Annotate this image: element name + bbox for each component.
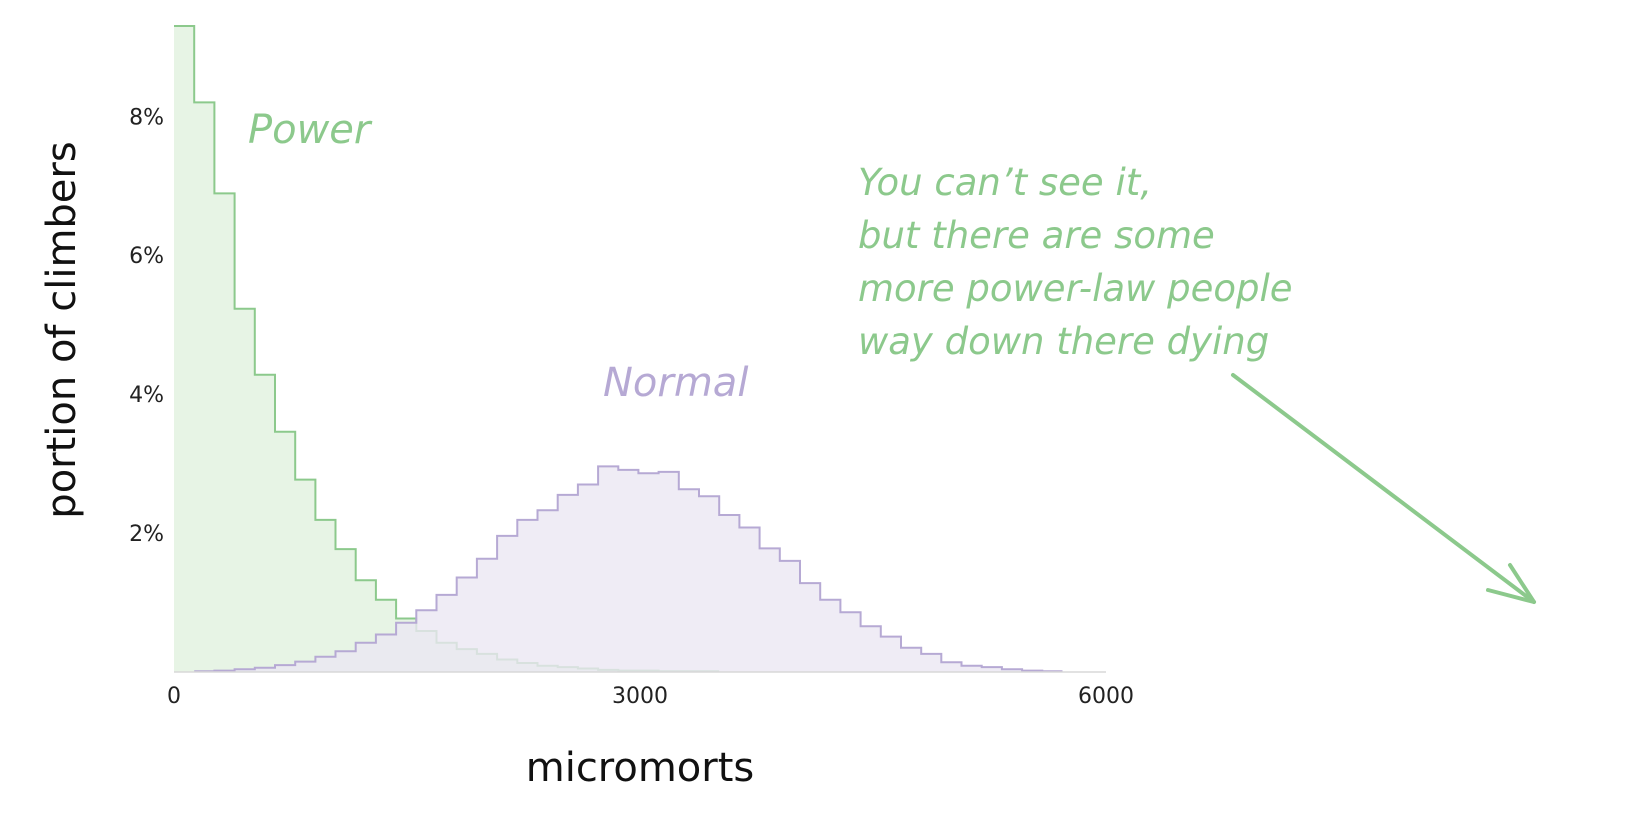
y-tick-label: 8% (129, 105, 164, 130)
plot-area: 0 3000 6000 2% 4% 6% 8% (129, 25, 1134, 709)
series-label-power: Power (248, 107, 373, 153)
annotation-line: You can’t see it, (858, 161, 1152, 204)
x-tick-label: 3000 (612, 684, 668, 709)
y-tick-label: 2% (129, 522, 164, 547)
annotation-line: way down there dying (858, 320, 1269, 363)
arrow-shaft (1231, 373, 1536, 604)
series-area-normal (194, 466, 1063, 672)
x-tick-label: 0 (167, 684, 181, 709)
series-line-normal (194, 465, 1063, 673)
annotation-arrow (1231, 373, 1536, 604)
annotation-line: more power-law people (858, 267, 1293, 310)
y-tick-label: 6% (129, 244, 164, 269)
series-label-normal: Normal (603, 360, 748, 406)
series-area-power (174, 26, 720, 672)
x-axis-title: micromorts (526, 745, 755, 791)
annotation: You can’t see it, but there are some mor… (858, 161, 1536, 604)
arrow-head (1486, 563, 1536, 604)
x-tick-label: 6000 (1078, 684, 1134, 709)
y-axis-title: portion of climbers (39, 141, 85, 518)
annotation-line: but there are some (858, 214, 1215, 257)
y-tick-label: 4% (129, 383, 164, 408)
